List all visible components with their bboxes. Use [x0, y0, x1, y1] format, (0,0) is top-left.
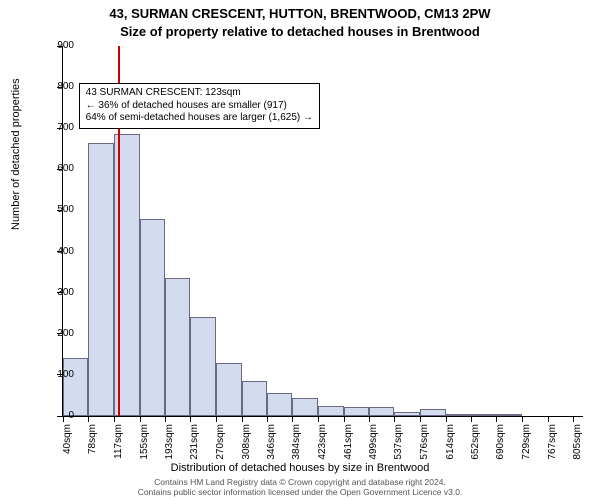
x-tick-label: 729sqm — [521, 424, 532, 464]
footer-line1: Contains HM Land Registry data © Crown c… — [154, 477, 446, 487]
x-tick — [548, 416, 549, 422]
x-tick-label: 499sqm — [368, 424, 379, 464]
histogram-bar — [63, 358, 88, 416]
x-tick — [471, 416, 472, 422]
x-tick — [446, 416, 447, 422]
annotation-line3: 64% of semi-detached houses are larger (… — [86, 112, 313, 125]
x-tick-label: 193sqm — [164, 424, 175, 464]
x-tick — [88, 416, 89, 422]
x-tick — [292, 416, 293, 422]
x-tick-label: 690sqm — [495, 424, 506, 464]
x-tick — [242, 416, 243, 422]
x-tick-label: 231sqm — [189, 424, 200, 464]
x-tick-label: 767sqm — [547, 424, 558, 464]
y-tick-label: 700 — [44, 122, 74, 133]
x-tick-label: 805sqm — [572, 424, 583, 464]
footer-line2: Contains public sector information licen… — [138, 487, 463, 497]
x-tick-label: 537sqm — [393, 424, 404, 464]
x-tick — [573, 416, 574, 422]
x-tick — [190, 416, 191, 422]
chart-container: { "title_line1": "43, SURMAN CRESCENT, H… — [0, 0, 600, 500]
y-tick-label: 400 — [44, 246, 74, 257]
histogram-bar — [140, 219, 165, 416]
histogram-bar — [394, 412, 420, 416]
histogram-bar — [88, 143, 114, 416]
x-tick — [369, 416, 370, 422]
histogram-bar — [216, 363, 241, 416]
x-tick — [522, 416, 523, 422]
x-tick-label: 155sqm — [139, 424, 150, 464]
histogram-bar — [165, 278, 190, 416]
y-tick-label: 200 — [44, 328, 74, 339]
y-tick-label: 0 — [44, 410, 74, 421]
x-tick — [267, 416, 268, 422]
y-tick-label: 500 — [44, 204, 74, 215]
histogram-bar — [242, 381, 267, 416]
x-tick — [420, 416, 421, 422]
histogram-bar — [267, 393, 292, 416]
y-tick-label: 600 — [44, 163, 74, 174]
x-tick-label: 270sqm — [215, 424, 226, 464]
x-tick-label: 652sqm — [470, 424, 481, 464]
histogram-bar — [190, 317, 216, 416]
annotation-line2: ← 36% of detached houses are smaller (91… — [86, 100, 313, 113]
y-tick-label: 900 — [44, 40, 74, 51]
annotation-line1: 43 SURMAN CRESCENT: 123sqm — [86, 87, 313, 100]
x-tick-label: 576sqm — [419, 424, 430, 464]
x-tick-label: 78sqm — [87, 424, 98, 464]
x-tick — [165, 416, 166, 422]
histogram-bar — [369, 407, 394, 416]
x-tick-label: 346sqm — [266, 424, 277, 464]
x-tick-label: 117sqm — [113, 424, 124, 464]
histogram-bar — [496, 414, 522, 416]
x-tick — [216, 416, 217, 422]
y-tick-label: 100 — [44, 369, 74, 380]
x-tick — [318, 416, 319, 422]
annotation-box: 43 SURMAN CRESCENT: 123sqm← 36% of detac… — [79, 83, 320, 129]
histogram-bar — [446, 414, 471, 416]
x-tick-label: 614sqm — [445, 424, 456, 464]
histogram-bar — [471, 414, 496, 416]
x-tick — [344, 416, 345, 422]
x-tick-label: 40sqm — [62, 424, 73, 464]
y-tick-label: 800 — [44, 81, 74, 92]
x-tick — [114, 416, 115, 422]
x-tick — [496, 416, 497, 422]
x-tick — [140, 416, 141, 422]
chart-title-line2: Size of property relative to detached ho… — [0, 24, 600, 39]
x-tick-label: 461sqm — [343, 424, 354, 464]
chart-title-line1: 43, SURMAN CRESCENT, HUTTON, BRENTWOOD, … — [0, 6, 600, 21]
histogram-bar — [292, 398, 318, 417]
x-tick-label: 308sqm — [241, 424, 252, 464]
histogram-bar — [420, 409, 445, 416]
x-tick-label: 423sqm — [317, 424, 328, 464]
footer-attribution: Contains HM Land Registry data © Crown c… — [0, 478, 600, 498]
histogram-bar — [344, 407, 369, 416]
histogram-bar — [318, 406, 343, 416]
x-tick-label: 384sqm — [291, 424, 302, 464]
x-tick — [394, 416, 395, 422]
y-tick-label: 300 — [44, 287, 74, 298]
y-axis-label: Number of detached properties — [10, 78, 22, 230]
